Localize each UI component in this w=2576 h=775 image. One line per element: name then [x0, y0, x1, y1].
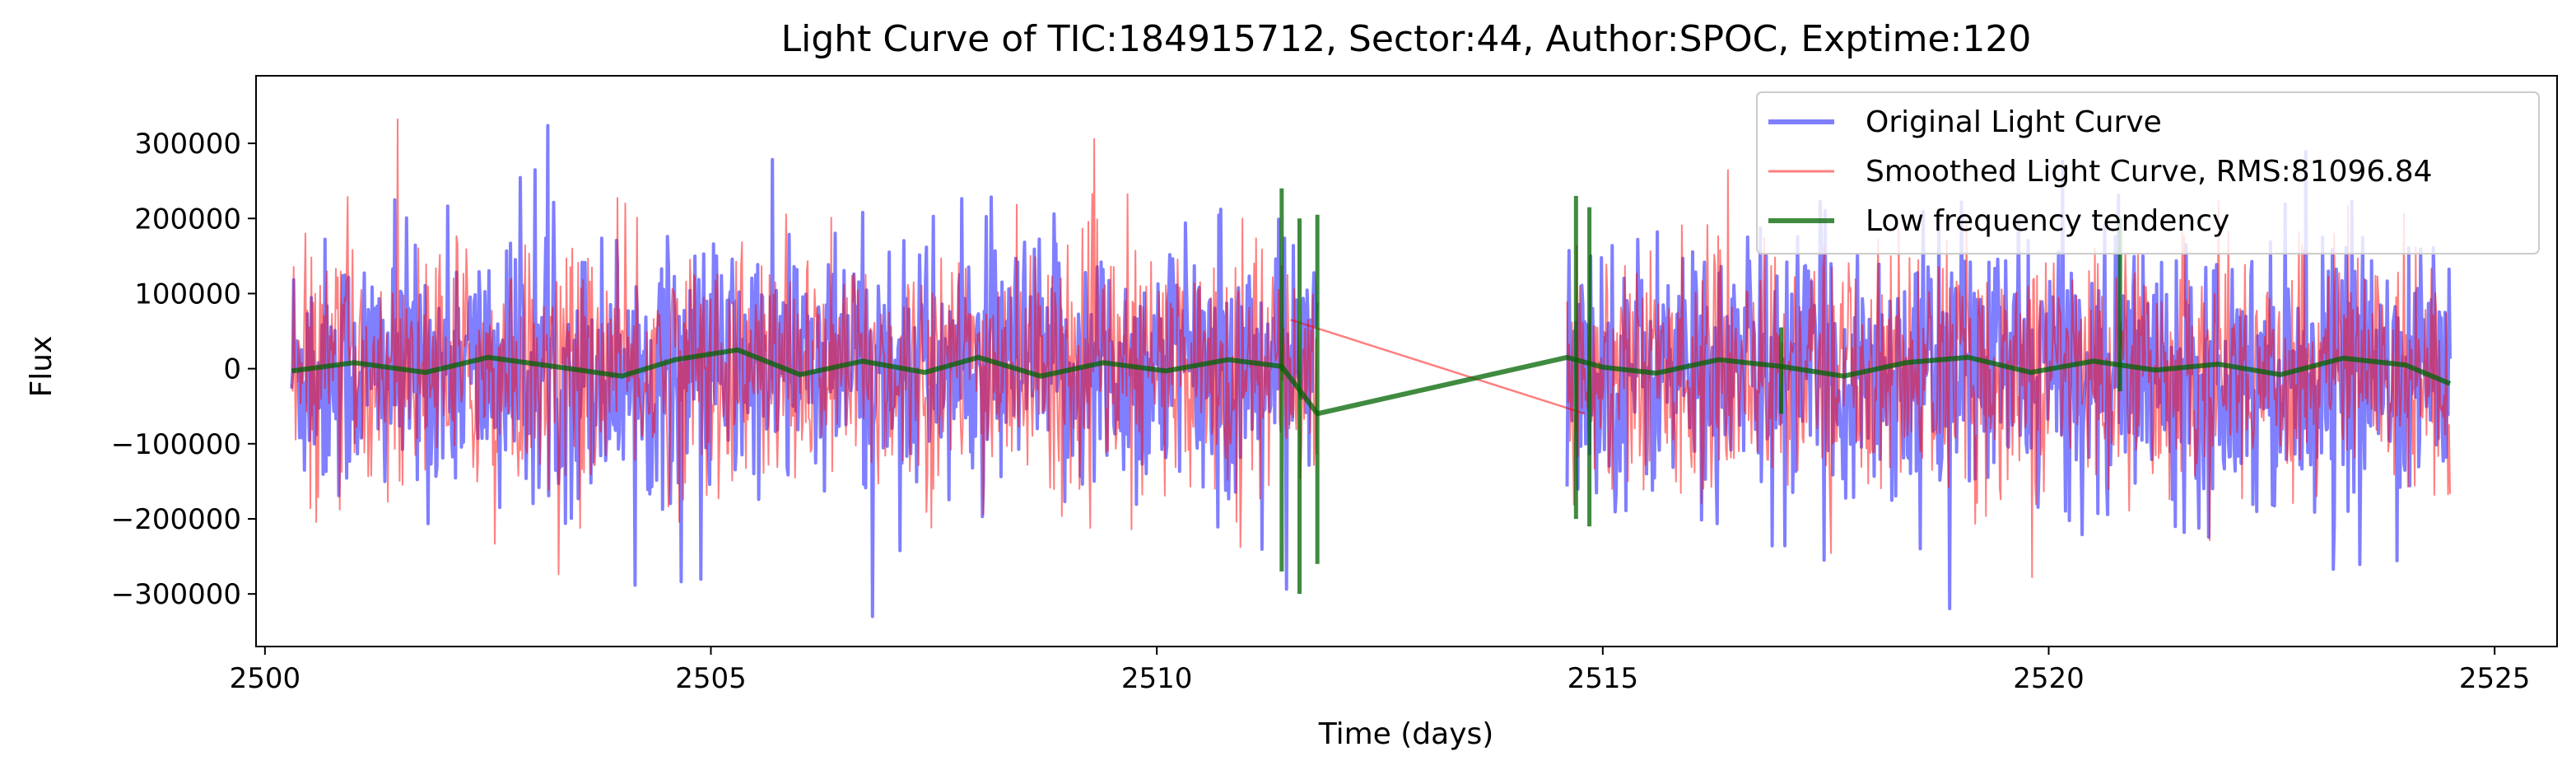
- y-tick-label: 300000: [134, 128, 241, 161]
- y-tick-label: 100000: [134, 278, 241, 310]
- y-tick-label: −100000: [111, 428, 241, 461]
- axes-frame: [255, 75, 2558, 647]
- y-tick-label: −300000: [111, 578, 241, 611]
- x-axis: 2500 2505 2510 2515 2520 2525: [230, 647, 2531, 695]
- y-axis: −300000 −200000 −100000 0 100000 200000 300000: [111, 128, 256, 611]
- y-axis-label: Flux: [25, 336, 58, 398]
- plot-area: [290, 118, 2452, 619]
- x-tick-label: 2505: [675, 662, 747, 695]
- y-tick-label: 0: [223, 353, 241, 386]
- legend: Original Light Curve Smoothed Light Curv…: [1756, 91, 2540, 254]
- legend-box: [1756, 91, 2540, 254]
- y-tick-label: −200000: [111, 503, 241, 536]
- x-tick-label: 2525: [2459, 662, 2531, 695]
- legend-label-original: Original Light Curve: [1866, 105, 2162, 139]
- x-axis-label: Time (days): [1318, 717, 1494, 751]
- x-tick-label: 2515: [1567, 662, 1639, 695]
- original-light-curve-segment: [290, 124, 1319, 619]
- smoothed-light-curve-segment: [291, 118, 1318, 576]
- chart-title: Light Curve of TIC:184915712, Sector:44,…: [781, 18, 2032, 60]
- x-tick-label: 2500: [230, 662, 301, 695]
- x-tick-label: 2520: [2013, 662, 2085, 695]
- legend-label-smoothed: Smoothed Light Curve, RMS:81096.84: [1866, 155, 2433, 189]
- smoothed-gap-line: [1290, 319, 1586, 415]
- legend-label-low-frequency: Low frequency tendency: [1866, 204, 2229, 238]
- y-tick-label: 200000: [134, 203, 241, 236]
- smoothed-light-curve-segment: [1566, 169, 2451, 578]
- x-tick-label: 2510: [1121, 662, 1193, 695]
